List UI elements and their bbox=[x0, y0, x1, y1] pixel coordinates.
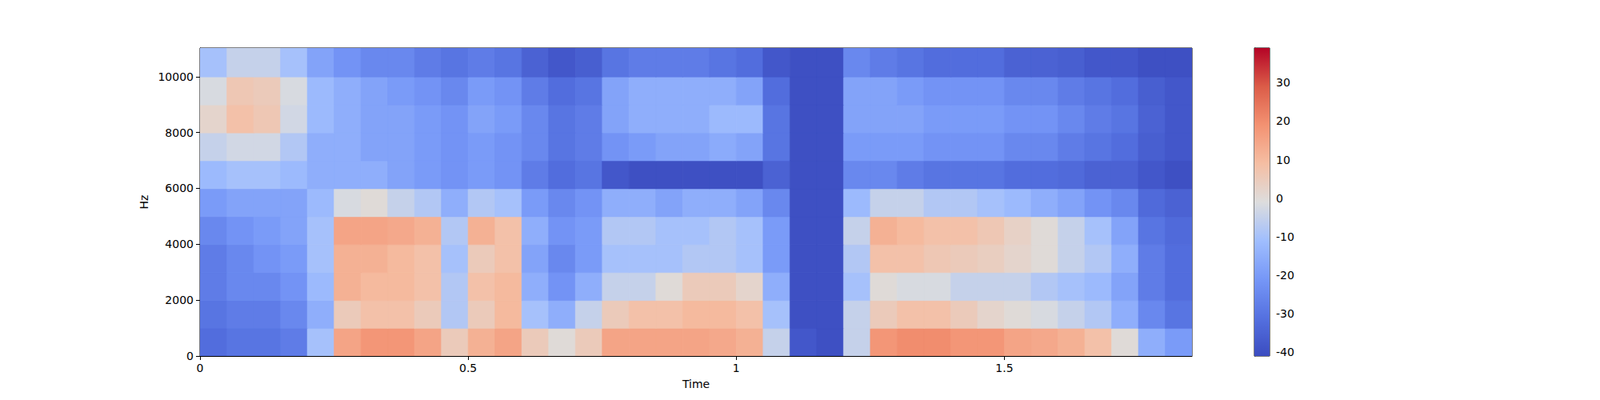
svg-text:10: 10 bbox=[1276, 153, 1291, 167]
svg-text:0.5: 0.5 bbox=[459, 361, 477, 375]
svg-text:0: 0 bbox=[186, 349, 194, 363]
svg-text:20: 20 bbox=[1276, 114, 1291, 128]
svg-text:6000: 6000 bbox=[164, 181, 194, 195]
svg-text:-40: -40 bbox=[1276, 345, 1295, 359]
svg-text:-10: -10 bbox=[1276, 230, 1295, 244]
svg-text:-30: -30 bbox=[1276, 307, 1295, 320]
svg-text:10000: 10000 bbox=[157, 70, 194, 84]
svg-text:8000: 8000 bbox=[164, 126, 194, 140]
svg-text:Hz: Hz bbox=[137, 195, 151, 210]
svg-text:1: 1 bbox=[732, 361, 740, 375]
svg-text:30: 30 bbox=[1276, 76, 1291, 89]
svg-text:1.5: 1.5 bbox=[995, 361, 1013, 375]
svg-text:-20: -20 bbox=[1276, 268, 1295, 282]
svg-text:0: 0 bbox=[1276, 192, 1284, 205]
svg-text:2000: 2000 bbox=[164, 293, 194, 307]
svg-text:0: 0 bbox=[196, 361, 204, 375]
svg-text:4000: 4000 bbox=[164, 237, 194, 251]
svg-text:Time: Time bbox=[681, 377, 710, 391]
